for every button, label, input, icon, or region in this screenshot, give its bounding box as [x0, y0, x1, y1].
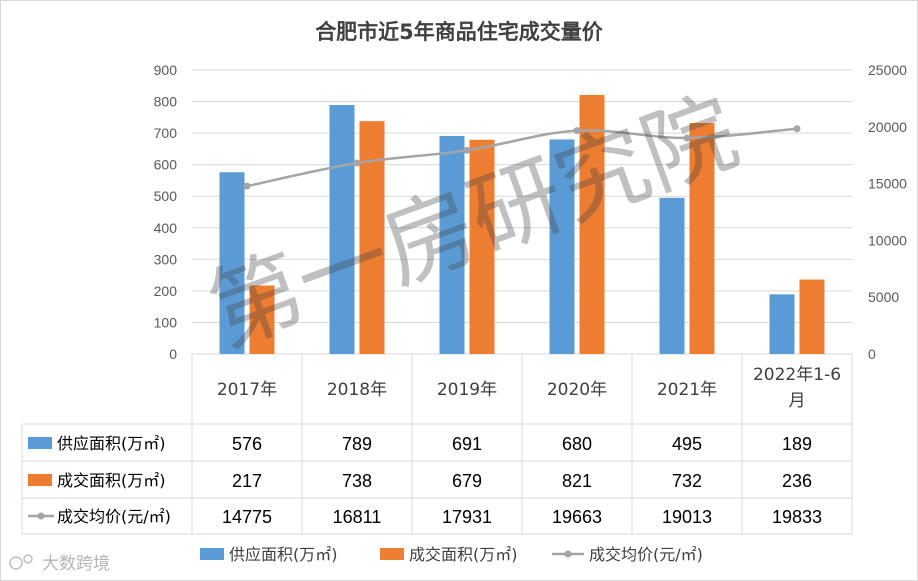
- bar-supply: [769, 294, 795, 354]
- table-key-swatch: [28, 474, 52, 486]
- bar-deal: [799, 279, 825, 354]
- category-label: 2019年: [437, 380, 497, 400]
- legend-label: 成交面积(万㎡): [409, 545, 518, 564]
- legend-swatch: [380, 548, 404, 560]
- bar-deal: [689, 123, 715, 354]
- y-right-tick-label: 5000: [868, 289, 899, 305]
- bar-deal: [249, 285, 275, 354]
- y-right-tick-label: 10000: [868, 232, 907, 248]
- legend-swatch: [200, 548, 224, 560]
- table-cell: 576: [232, 434, 262, 454]
- bar-deal: [579, 94, 605, 354]
- price-point: [463, 146, 471, 154]
- table-cell: 732: [672, 471, 702, 491]
- category-label: 2022年1-6 月: [753, 365, 841, 411]
- category-label: 2018年: [327, 380, 387, 400]
- category-label: 2021年: [657, 380, 717, 400]
- table-cell: 679: [452, 471, 482, 491]
- bar-supply: [329, 105, 355, 354]
- price-point: [353, 159, 361, 167]
- y-left-tick-label: 700: [154, 125, 178, 141]
- table-cell: 189: [782, 434, 812, 454]
- y-left-tick-label: 100: [154, 314, 178, 330]
- price-point: [573, 127, 581, 135]
- y-right-tick-label: 0: [868, 346, 876, 362]
- legend-marker: [564, 550, 572, 558]
- table-cell: 738: [342, 471, 372, 491]
- y-right-tick-label: 25000: [868, 62, 907, 78]
- table-cell: 19013: [662, 507, 712, 527]
- table-row-label: 供应面积(万㎡): [57, 434, 166, 453]
- price-point: [683, 134, 691, 142]
- table-cell: 19663: [552, 507, 602, 527]
- logo-icon: [9, 556, 23, 570]
- category-label: 2020年: [547, 380, 607, 400]
- y-left-tick-label: 200: [154, 283, 178, 299]
- category-label: 2017年: [217, 380, 277, 400]
- price-point: [793, 125, 801, 133]
- table-cell: 680: [562, 434, 592, 454]
- table-cell: 821: [562, 471, 592, 491]
- legend-label: 供应面积(万㎡): [229, 545, 338, 564]
- table-cell: 19833: [772, 507, 822, 527]
- chart-title: 合肥市近5年商品住宅成交量价: [315, 20, 603, 44]
- table-cell: 495: [672, 434, 702, 454]
- table-key-swatch: [28, 437, 52, 449]
- table-row-label: 成交均价(元/㎡): [57, 507, 171, 526]
- table-key-marker: [37, 512, 45, 520]
- bar-supply: [549, 139, 575, 354]
- price-point: [243, 182, 251, 190]
- y-left-tick-label: 900: [154, 62, 178, 78]
- table-cell: 17931: [442, 507, 492, 527]
- y-left-tick-label: 500: [154, 188, 178, 204]
- price-line: [246, 127, 798, 188]
- table-cell: 789: [342, 434, 372, 454]
- table-cell: 691: [452, 434, 482, 454]
- table-row-label: 成交面积(万㎡): [57, 471, 166, 490]
- table-cell: 16811: [333, 507, 382, 527]
- table-cell: 236: [782, 471, 812, 491]
- y-left-tick-label: 600: [154, 157, 178, 173]
- y-left-tick-label: 400: [154, 220, 178, 236]
- legend-label: 成交均价(元/㎡): [589, 545, 703, 564]
- bar-supply: [659, 197, 685, 354]
- bar-supply: [219, 172, 245, 354]
- y-left-tick-label: 300: [154, 251, 178, 267]
- table-cell: 14775: [222, 507, 272, 527]
- bar-deal: [469, 139, 495, 354]
- bar-supply: [439, 135, 465, 354]
- y-right-tick-label: 20000: [868, 119, 907, 135]
- y-left-tick-label: 800: [154, 94, 178, 110]
- y-left-tick-label: 0: [169, 346, 177, 362]
- y-right-tick-label: 15000: [868, 176, 907, 192]
- logo-icon: [23, 554, 33, 564]
- table-cell: 217: [232, 471, 262, 491]
- logo-text: 大数跨境: [42, 554, 110, 574]
